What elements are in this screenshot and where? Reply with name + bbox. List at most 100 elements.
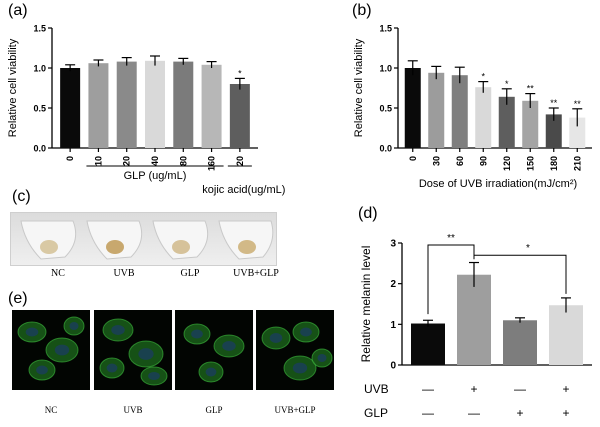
microscopy-label: UVB: [123, 405, 143, 415]
microscopy-image-svg: [17, 316, 85, 381]
y-tick-label: 0.5: [33, 104, 46, 114]
cell-nucleus: [222, 341, 236, 351]
microscopy-image-svg: [183, 323, 245, 383]
row-sign: —: [422, 382, 434, 396]
row-sign: —: [468, 406, 480, 420]
x-tick-label: 210: [572, 156, 582, 171]
row-sign: —: [514, 382, 526, 396]
row-label: UVB: [364, 382, 389, 396]
bar: [201, 64, 222, 148]
microscopy-image-svg: [261, 321, 333, 381]
x-tick-label: 20: [122, 156, 132, 166]
x-tick-label: 120: [502, 156, 512, 171]
x-tick-label: 20: [235, 156, 245, 166]
panel-label-b: (b): [352, 2, 372, 19]
x-tick-label: 60: [455, 156, 465, 166]
chart-b: 0.0 0.5 1.0 1.5 Relative cell viability 0 30 60…: [353, 24, 592, 190]
y-tick-label: 0.0: [33, 144, 46, 154]
bar: [549, 305, 583, 365]
microscopy-image: [12, 310, 90, 390]
microscopy-image: [94, 310, 172, 390]
microscopy-label: UVB+GLP: [274, 405, 316, 415]
significance-label: *: [505, 79, 509, 89]
x-tick-label: 180: [549, 156, 559, 171]
significance-label: **: [550, 98, 558, 108]
microscopy-image-svg: [99, 318, 168, 386]
bar: [411, 323, 445, 365]
x-tick-label: 80: [178, 156, 188, 166]
x-tick-label: 30: [431, 156, 441, 166]
tube-photo: [10, 212, 277, 266]
panel-label-d: (d): [358, 205, 378, 222]
row-sign: +: [516, 406, 523, 420]
bar: [569, 117, 586, 148]
bar: [173, 61, 194, 148]
bar: [60, 68, 81, 148]
bar: [428, 72, 445, 148]
significance-label: **: [527, 84, 535, 94]
y-axis-label: Relative melanin level: [359, 246, 373, 363]
tube-label: NC: [51, 268, 65, 279]
row-sign: +: [562, 406, 569, 420]
y-tick-label: 1.0: [379, 64, 392, 74]
bar: [116, 61, 137, 148]
cell-nucleus: [205, 367, 217, 377]
y-tick-label: 0.0: [379, 144, 392, 154]
x-tick-label: 0: [408, 156, 418, 161]
cell-nucleus: [269, 333, 283, 343]
bar: [404, 68, 421, 148]
bar: [457, 274, 491, 365]
bracket-label: **: [447, 233, 455, 244]
y-tick-label: 1.5: [379, 24, 392, 34]
y-tick-label: 0: [390, 361, 396, 372]
x-tick-label: 0: [65, 156, 75, 161]
cell-nucleus: [106, 363, 118, 373]
x-axis-label: Dose of UVB irradiation(mJ/cm²): [419, 178, 577, 190]
tube-label: GLP: [180, 268, 200, 279]
y-tick-label: 2: [390, 279, 396, 290]
tube-label: UVB: [113, 268, 135, 279]
y-tick-label: 1: [390, 320, 396, 331]
panel-label-a: (a): [8, 2, 28, 19]
row-sign: +: [562, 382, 569, 396]
bar: [503, 320, 537, 365]
cell-nucleus: [25, 327, 39, 337]
bar: [545, 114, 562, 148]
significance-label: *: [238, 68, 242, 78]
bracket-label: *: [526, 243, 530, 254]
y-axis-label: Relative cell viability: [7, 38, 19, 137]
bar: [88, 63, 109, 149]
tube-3: [152, 220, 209, 260]
microscopy-image: [175, 310, 253, 390]
tube-1: [20, 220, 77, 260]
bar: [498, 96, 515, 148]
row-sign: —: [422, 406, 434, 420]
cell-nucleus: [69, 321, 79, 331]
x-tick-label: 150: [525, 156, 535, 171]
microscopy-label: NC: [44, 405, 58, 415]
x-tick-label: 40: [150, 156, 160, 166]
tube-4: [218, 220, 274, 260]
cell-nucleus: [138, 348, 154, 360]
microscopy-image: [256, 310, 334, 390]
tube-2: [86, 220, 143, 260]
row-sign: +: [470, 382, 477, 396]
y-tick-label: 1.5: [33, 24, 46, 34]
significance-label: **: [574, 99, 582, 109]
x-tick-label: 10: [93, 156, 103, 166]
bar: [145, 60, 165, 148]
microscopy-label: GLP: [205, 405, 223, 415]
x-tick-label: 90: [478, 156, 488, 166]
group-label-kojic: kojic acid(ug/mL): [202, 184, 285, 196]
bar: [522, 100, 539, 148]
significance-bracket: [427, 244, 475, 315]
bar: [475, 87, 492, 148]
y-tick-label: 0.5: [379, 104, 392, 114]
y-tick-label: 3: [390, 239, 396, 250]
panel-label-e: (e): [8, 290, 28, 307]
panel-label-c: (c): [12, 188, 31, 205]
bar: [229, 84, 250, 148]
cell-nucleus: [36, 365, 48, 375]
cell-nucleus: [111, 325, 125, 335]
